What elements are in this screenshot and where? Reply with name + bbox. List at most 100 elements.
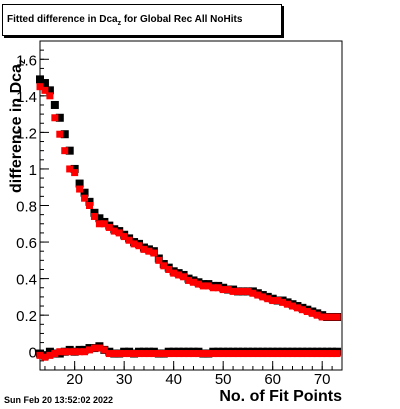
red-point-baseline: [105, 350, 113, 358]
axis-ticks: 0 0.2 0.4 0.6 0.8 1 1.2 1.4 1.6 20 30 40 50 60 70: [16, 40, 343, 388]
red-point: [239, 287, 247, 295]
red-point: [234, 287, 242, 295]
red-point-baseline: [313, 350, 321, 358]
red-point: [150, 249, 158, 257]
red-point: [298, 306, 306, 314]
red-point: [269, 297, 277, 305]
red-point-baseline: [110, 350, 118, 358]
red-point: [313, 311, 321, 319]
red-point: [170, 269, 178, 277]
red-point: [303, 308, 311, 316]
red-point: [120, 233, 128, 241]
red-point: [308, 309, 316, 317]
plot-frame: [39, 40, 343, 371]
red-point-baseline: [86, 346, 94, 354]
red-point-baseline: [298, 350, 306, 358]
red-point-baseline: [204, 350, 212, 358]
y-tick-label: 1: [29, 162, 37, 179]
red-point: [95, 220, 103, 228]
red-point: [100, 220, 108, 228]
red-point: [175, 271, 183, 279]
black-point: [50, 100, 59, 109]
red-point-baseline: [125, 350, 133, 358]
title-main: Fitted difference in Dca: [7, 14, 118, 25]
black-point: [80, 188, 89, 197]
red-point-baseline: [224, 350, 232, 358]
red-point-baseline: [180, 350, 188, 358]
red-point-baseline: [288, 350, 296, 358]
black-point: [85, 197, 94, 206]
red-point: [41, 86, 49, 94]
red-point: [224, 286, 232, 294]
red-point: [46, 92, 54, 100]
red-point: [160, 262, 168, 270]
red-point: [209, 284, 217, 292]
y-tick-label: 0: [29, 345, 37, 362]
red-point-baseline: [249, 350, 257, 358]
red-point-baseline: [189, 350, 197, 358]
red-point: [189, 278, 197, 286]
red-point-baseline: [308, 350, 316, 358]
black-point: [70, 164, 79, 173]
red-point: [76, 185, 84, 193]
red-point-baseline: [229, 350, 237, 358]
red-point-baseline: [194, 350, 202, 358]
red-point: [51, 114, 59, 122]
y-tick-label: 1.2: [16, 125, 37, 142]
red-point: [90, 212, 98, 220]
red-point: [229, 287, 237, 295]
red-point-baseline: [46, 351, 54, 359]
black-point: [60, 130, 69, 139]
x-tick-label: 60: [264, 371, 281, 388]
red-point: [288, 302, 296, 310]
red-point: [328, 313, 336, 321]
red-point-baseline: [66, 348, 74, 356]
red-point: [318, 313, 326, 321]
red-point-baseline: [155, 350, 163, 358]
ylabel-subscript: z: [17, 59, 29, 65]
y-axis-label: difference in Dcaz: [8, 59, 28, 193]
red-point-baseline: [41, 353, 49, 361]
red-point: [115, 229, 123, 237]
red-point: [165, 265, 173, 273]
red-point-baseline: [135, 350, 143, 358]
red-point-baseline: [140, 350, 148, 358]
red-point-baseline: [130, 350, 138, 358]
red-point: [244, 287, 252, 295]
red-point: [199, 282, 207, 290]
red-point-baseline: [274, 350, 282, 358]
red-point-baseline: [328, 350, 336, 358]
red-point: [61, 147, 69, 155]
red-point: [125, 236, 133, 244]
red-point: [110, 227, 118, 235]
x-tick-label: 50: [215, 371, 232, 388]
red-point-baseline: [175, 350, 183, 358]
x-tick-label: 30: [116, 371, 133, 388]
red-point: [56, 130, 64, 138]
black-point: [45, 86, 54, 95]
red-point-baseline: [160, 350, 168, 358]
red-point-baseline: [303, 350, 311, 358]
red-point: [284, 300, 292, 308]
chart-title: Fitted difference in Dcaz for Global Rec…: [2, 4, 282, 36]
x-tick-label: 20: [66, 371, 83, 388]
red-point-baseline: [293, 350, 301, 358]
title-subscript: z: [117, 20, 122, 27]
red-point-baseline: [214, 350, 222, 358]
red-point-baseline: [150, 350, 158, 358]
red-point: [274, 297, 282, 305]
red-point: [259, 293, 267, 301]
timestamp: Sun Feb 20 13:52:02 2022: [4, 395, 114, 405]
red-point: [155, 256, 163, 264]
red-point-baseline: [264, 350, 272, 358]
red-point-baseline: [185, 350, 193, 358]
red-point-baseline: [90, 344, 98, 352]
red-point-baseline: [259, 350, 267, 358]
data-marks: [36, 75, 342, 361]
red-point: [105, 223, 113, 231]
red-point: [293, 304, 301, 312]
y-tick-label: 0.6: [16, 235, 37, 252]
red-point-baseline: [254, 350, 262, 358]
red-point-baseline: [199, 350, 207, 358]
